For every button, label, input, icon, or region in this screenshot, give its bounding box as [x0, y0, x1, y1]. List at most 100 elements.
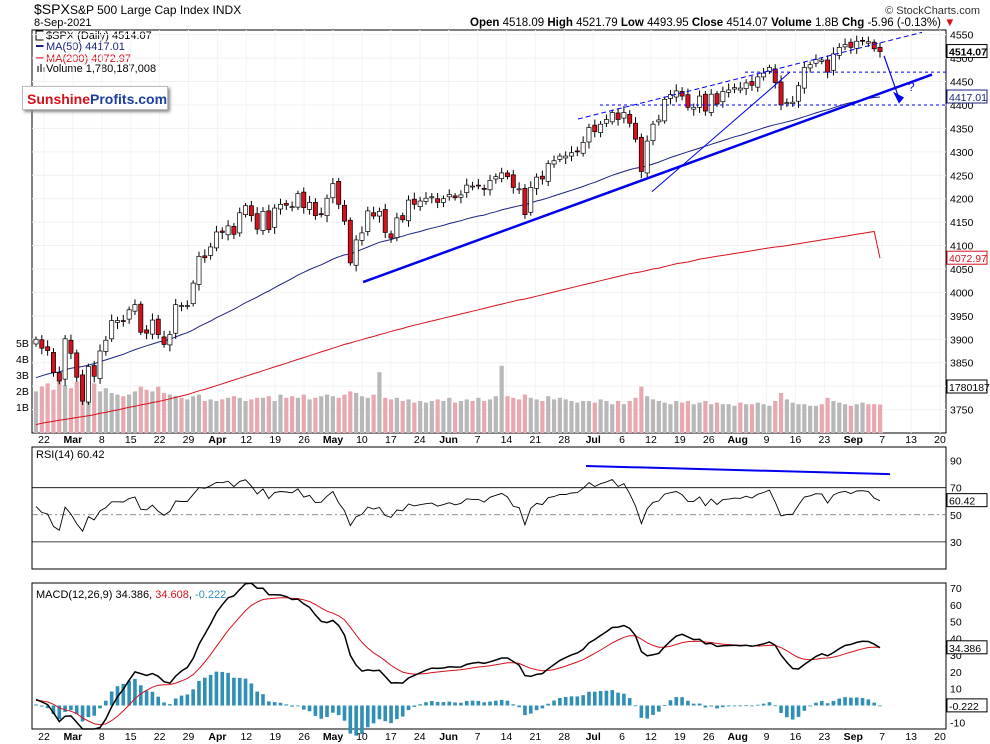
- macd-histogram-bar: [488, 701, 492, 706]
- candle-body: [854, 40, 860, 49]
- macd-histogram-bar: [80, 705, 85, 722]
- volume-bar: [546, 396, 551, 433]
- volume-bar: [749, 404, 755, 433]
- volume-tick-label: 4B: [16, 354, 29, 366]
- x-tick-label: 19: [269, 731, 281, 743]
- candle-body: [819, 59, 825, 62]
- x-tick-label: 26: [298, 434, 310, 446]
- macd-histogram-bar: [610, 690, 615, 706]
- volume-bar: [127, 394, 132, 433]
- macd-histogram-bar: [232, 677, 236, 706]
- volume-bar: [668, 404, 673, 433]
- volume-bar: [249, 399, 254, 433]
- macd-histogram-bar: [802, 705, 807, 711]
- upper-channel-line: [577, 31, 923, 120]
- macd-histogram-bar: [197, 681, 201, 706]
- candle-body: [691, 106, 697, 110]
- candle-body: [644, 140, 650, 174]
- candle-body: [569, 152, 574, 157]
- macd-histogram-bar: [336, 705, 341, 716]
- volume-bar: [679, 402, 685, 433]
- volume-bar: [319, 396, 324, 433]
- x-tick-label: 12: [240, 731, 252, 743]
- x-tick-label: Mar: [64, 731, 83, 743]
- macd-line: [35, 582, 881, 730]
- price-tick-label: 3950: [950, 311, 974, 323]
- x-tick-label: 16: [790, 434, 802, 446]
- volume-bar: [563, 399, 568, 433]
- macd-histogram-bar: [133, 678, 137, 706]
- macd-legend-signal: 34.608: [155, 589, 189, 601]
- macd-histogram-bar: [57, 705, 62, 720]
- macd-value-box: [946, 640, 988, 655]
- candle-body: [761, 72, 767, 78]
- candle-body: [435, 198, 441, 203]
- macd-histogram-bar: [290, 705, 294, 707]
- volume-bar: [243, 401, 248, 433]
- x-tick-label: 23: [819, 731, 831, 743]
- candle-body: [80, 374, 86, 402]
- x-tick-label: 15: [125, 731, 137, 743]
- volume-bar: [208, 399, 213, 433]
- candle-body: [574, 150, 580, 153]
- macd-histogram-bar: [430, 701, 434, 706]
- volume-box: [946, 379, 988, 394]
- volume-bar: [604, 401, 609, 433]
- volume-bar: [301, 394, 306, 433]
- volume-bar: [854, 404, 859, 433]
- volume-bar: [452, 402, 458, 433]
- candle-body: [359, 232, 365, 241]
- volume-bar: [33, 391, 39, 433]
- candle-body: [132, 304, 138, 312]
- volume-bar: [57, 380, 62, 433]
- macd-histogram-bar: [435, 701, 440, 706]
- volume-bar: [819, 404, 824, 433]
- volume-bar: [132, 391, 138, 433]
- candle-body: [865, 41, 871, 44]
- candle-body: [417, 200, 423, 208]
- volume-bar: [348, 391, 353, 433]
- volume-bar: [429, 401, 434, 433]
- volume-bar: [441, 401, 446, 433]
- macd-panel: [31, 582, 947, 730]
- macd-histogram-bar: [156, 696, 161, 706]
- x-tick-label: Aug: [727, 731, 747, 743]
- volume-bar: [482, 401, 487, 433]
- x-tick-label: 16: [790, 731, 802, 743]
- x-tick-label: 12: [645, 434, 657, 446]
- candle-body: [539, 175, 545, 180]
- macd-histogram-bar: [383, 705, 388, 722]
- volume-bar: [225, 397, 231, 433]
- macd-histogram-bar: [651, 705, 655, 715]
- macd-histogram-bar: [63, 705, 67, 712]
- x-tick-label: Apr: [208, 731, 226, 743]
- volume-bar: [377, 372, 382, 433]
- macd-histogram-bar: [325, 705, 329, 717]
- x-tick-label: Sep: [844, 434, 863, 446]
- macd-histogram-bar: [69, 705, 73, 711]
- candle-body: [39, 339, 45, 349]
- candle-body: [720, 91, 726, 103]
- candle-body: [737, 87, 743, 91]
- macd-histogram-bar: [779, 705, 783, 713]
- volume-bar: [423, 402, 429, 433]
- price-tick-label: 4000: [950, 287, 974, 299]
- price-tick-label: 4300: [950, 147, 974, 159]
- macd-histogram-bar: [412, 705, 417, 707]
- candle-body: [167, 334, 173, 346]
- x-tick-label: 21: [530, 434, 542, 446]
- ma50-box: [946, 89, 988, 104]
- x-tick-label: 10: [356, 731, 368, 743]
- hist-value-box: [946, 698, 988, 713]
- macd-histogram-bar: [715, 705, 719, 709]
- volume-tick-label: 2B: [16, 386, 29, 398]
- macd-histogram-bar: [173, 698, 178, 706]
- x-tick-label: 22: [38, 731, 50, 743]
- ma50-tag: 4417.01: [949, 92, 987, 104]
- volume-bar: [39, 386, 44, 433]
- volume-bar: [272, 401, 277, 433]
- candle-body: [621, 112, 627, 119]
- macd-histogram-bar: [604, 690, 609, 706]
- candle-body: [446, 194, 452, 198]
